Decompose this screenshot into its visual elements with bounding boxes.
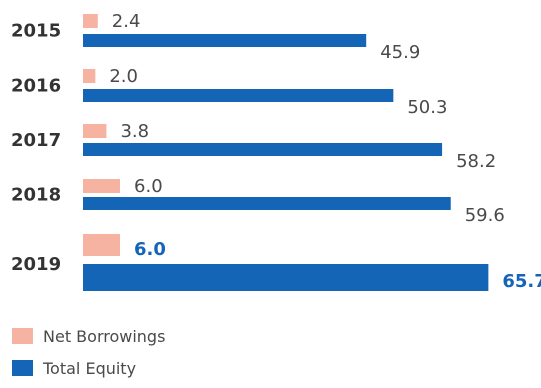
- bar-total-equity-2018: [83, 197, 451, 210]
- bar-total-equity-2016: [83, 89, 394, 102]
- bar-net-borrowings-2016: [83, 69, 96, 83]
- value-label-net-borrowings-2017: 3.8: [120, 121, 149, 142]
- category-label-2016: 2016: [11, 76, 61, 97]
- category-label-2018: 2018: [11, 185, 61, 206]
- category-label-2015: 2015: [11, 21, 61, 42]
- legend-swatch-total-equity: [12, 360, 33, 376]
- legend-label-total-equity: Total Equity: [43, 358, 137, 378]
- value-label-net-borrowings-2015: 2.4: [112, 11, 141, 32]
- bar-chart: 2015 2.4 45.9 2016 2.0 50.3 2017 3.8 58.2 2018 6.0…: [11, 11, 541, 292]
- bar-net-borrowings-2015: [83, 14, 98, 28]
- bar-total-equity-2017: [83, 143, 443, 156]
- legend-swatch-net-borrowings: [12, 328, 33, 344]
- bar-total-equity-2015: [83, 34, 367, 47]
- bar-net-borrowings-2018: [83, 179, 121, 193]
- legend-item-net-borrowings: Net Borrowings: [12, 324, 165, 348]
- category-label-2017: 2017: [11, 130, 61, 151]
- legend-label-net-borrowings: Net Borrowings: [43, 326, 166, 346]
- bar-net-borrowings-2017: [83, 124, 107, 138]
- value-label-total-equity-2017: 58.2: [456, 151, 496, 172]
- value-label-total-equity-2015: 45.9: [380, 42, 420, 63]
- value-label-total-equity-2018: 59.6: [465, 205, 505, 226]
- value-label-net-borrowings-2018: 6.0: [134, 176, 163, 197]
- value-label-total-equity-2016: 50.3: [407, 97, 447, 118]
- legend-item-total-equity: Total Equity: [12, 356, 165, 380]
- value-label-net-borrowings-2016: 2.0: [109, 66, 138, 87]
- category-label-2019: 2019: [11, 254, 61, 275]
- bar-net-borrowings-2019: [83, 234, 121, 256]
- value-label-total-equity-2019: 65.7: [502, 271, 541, 292]
- bar-total-equity-2019: [83, 264, 489, 291]
- value-label-net-borrowings-2019: 6.0: [134, 239, 166, 260]
- legend: Net Borrowings Total Equity: [12, 324, 165, 388]
